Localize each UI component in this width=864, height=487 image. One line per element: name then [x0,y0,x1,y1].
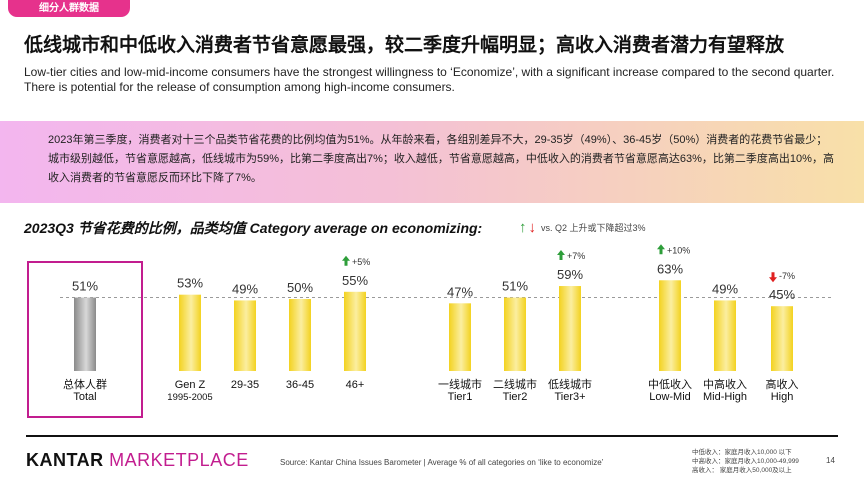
bar-value-label: 55% [342,273,368,288]
category-label: High [771,391,794,403]
bar-value-label: 49% [232,281,258,296]
income-note: 中低收入：家庭月收入10,000 以下 [692,449,792,456]
bar-value-label: 59% [557,267,583,282]
category-label: 总体人群 [63,377,107,391]
category-label: 二线城市 [493,377,537,391]
arrow-down-icon [769,272,777,283]
bar-city [504,297,526,371]
bar-income [771,306,793,371]
footer-divider [26,435,838,437]
brand-logo: KANTAR MARKETPLACE [26,450,249,471]
category-label: Low-Mid [649,391,691,403]
arrow-down-icon: ↓ [528,218,537,236]
bar-age [289,299,311,371]
chart-legend: ↑ ↓ vs. Q2 上升或下降超过3% [519,218,646,236]
bar-age [179,294,201,371]
section-tag: 细分人群数据 [8,0,130,17]
bar-age [344,291,366,371]
category-label: Gen Z [175,379,206,391]
legend-text: vs. Q2 上升或下降超过3% [541,222,646,233]
category-label: 一线城市 [438,377,482,391]
change-label: -7% [779,271,795,281]
bar-income [714,300,736,371]
category-label: Mid-High [703,391,747,403]
chart-title: 2023Q3 节省花费的比例，品类均值 Category average on … [24,220,483,236]
bar-city [449,303,471,371]
bar-value-label: 51% [72,279,98,294]
bar-income [659,280,681,371]
highlight-box [27,261,143,418]
bar-value-label: 63% [657,261,683,276]
bar-age [234,300,256,371]
income-notes: 中低收入：家庭月收入10,000 以下 中高收入：家庭月收入10,000-49,… [692,448,799,475]
arrow-up-icon [557,250,565,261]
category-label: 中高收入 [703,377,747,391]
category-label: 29-35 [231,379,259,391]
arrow-up-icon [657,244,665,255]
bar-value-label: 53% [177,276,203,291]
category-label: Tier3+ [554,391,585,403]
page-subtitle: Low-tier cities and low-mid-income consu… [24,65,835,94]
change-label: +10% [667,245,690,255]
page-number: 14 [826,456,835,465]
income-note: 中高收入：家庭月收入10,000-49,999 [692,458,799,465]
category-label: 1995-2005 [167,392,212,403]
bar-value-label: 45% [769,287,795,302]
bar-city [559,286,581,371]
bar-value-label: 50% [287,280,313,295]
category-label: 高收入 [766,377,799,391]
category-label: Tier2 [503,391,528,403]
bar-value-label: 47% [447,284,473,299]
summary-text: 2023年第三季度，消费者对十三个品类节省花费的比例均值为51%。从年龄来看，各… [48,134,834,184]
category-label: 中低收入 [648,377,692,391]
summary-panel: 2023年第三季度，消费者对十三个品类节省花费的比例均值为51%。从年龄来看，各… [0,121,864,203]
bar-value-label: 49% [712,281,738,296]
category-label: 低线城市 [548,377,592,391]
category-label: 36-45 [286,379,314,391]
category-label: Tier1 [448,391,473,403]
brand-marketplace: MARKETPLACE [109,450,249,470]
arrow-up-icon [342,255,350,266]
page-title: 低线城市和中低收入消费者节省意愿最强，较二季度升幅明显；高收入消费者潜力有望释放 [24,34,785,56]
income-note: 高收入： 家庭月收入50,000及以上 [692,467,792,474]
category-label: Total [73,391,96,403]
category-label: 46+ [346,379,365,391]
arrow-up-icon: ↑ [519,218,527,236]
brand-kantar: KANTAR [26,450,104,470]
change-label: +7% [567,251,585,261]
bar-value-label: 51% [502,279,528,294]
source-note: Source: Kantar China Issues Barometer | … [280,458,604,467]
bar-total [74,297,96,371]
change-label: +5% [352,257,370,267]
